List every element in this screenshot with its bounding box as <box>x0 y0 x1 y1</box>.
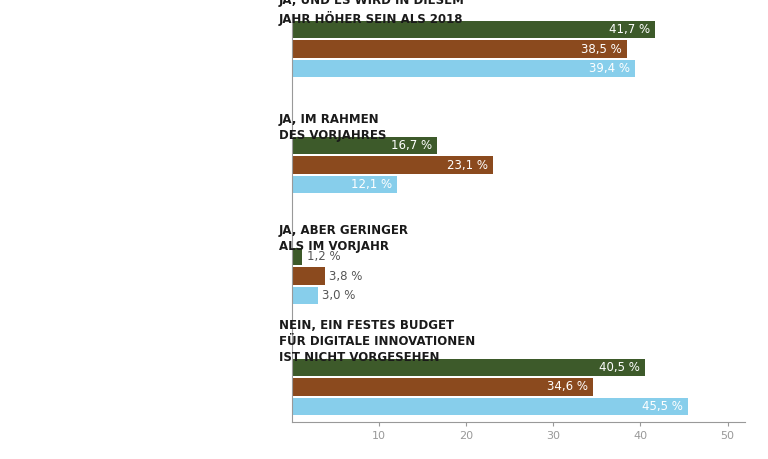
Bar <box>292 21 655 39</box>
Bar <box>292 157 493 174</box>
Text: 16,7 %: 16,7 % <box>391 140 432 152</box>
Text: JA, ABER GERINGER
ALS IM VORJAHR: JA, ABER GERINGER ALS IM VORJAHR <box>279 224 409 253</box>
Bar <box>292 60 635 77</box>
Text: 38,5 %: 38,5 % <box>581 43 622 56</box>
Text: 1,2 %: 1,2 % <box>306 250 340 263</box>
Text: 3,0 %: 3,0 % <box>323 289 356 302</box>
Text: 3,8 %: 3,8 % <box>329 269 362 283</box>
Bar <box>292 248 303 265</box>
Bar <box>292 137 437 155</box>
Bar <box>292 40 627 58</box>
Text: 12,1 %: 12,1 % <box>351 178 392 191</box>
Text: 39,4 %: 39,4 % <box>589 62 630 75</box>
Text: NEIN, EIN FESTES BUDGET
FÜR DIGITALE INNOVATIONEN
IST NICHT VORGESEHEN: NEIN, EIN FESTES BUDGET FÜR DIGITALE INN… <box>279 319 475 364</box>
Text: 40,5 %: 40,5 % <box>598 361 640 374</box>
Text: 45,5 %: 45,5 % <box>642 400 683 413</box>
Text: 41,7 %: 41,7 % <box>609 23 650 36</box>
Text: JA, IM RAHMEN
DES VORJAHRES: JA, IM RAHMEN DES VORJAHRES <box>279 113 386 142</box>
Bar <box>292 286 318 304</box>
Bar <box>292 176 397 193</box>
Text: 23,1 %: 23,1 % <box>447 158 488 172</box>
Bar <box>292 268 325 285</box>
Bar <box>292 378 594 396</box>
Text: JA, UND ES WIRD IN DIESEM
JAHR HÖHER SEIN ALS 2018: JA, UND ES WIRD IN DIESEM JAHR HÖHER SEI… <box>279 0 465 26</box>
Bar <box>292 359 645 376</box>
Bar <box>292 397 688 415</box>
Text: 34,6 %: 34,6 % <box>547 381 588 393</box>
